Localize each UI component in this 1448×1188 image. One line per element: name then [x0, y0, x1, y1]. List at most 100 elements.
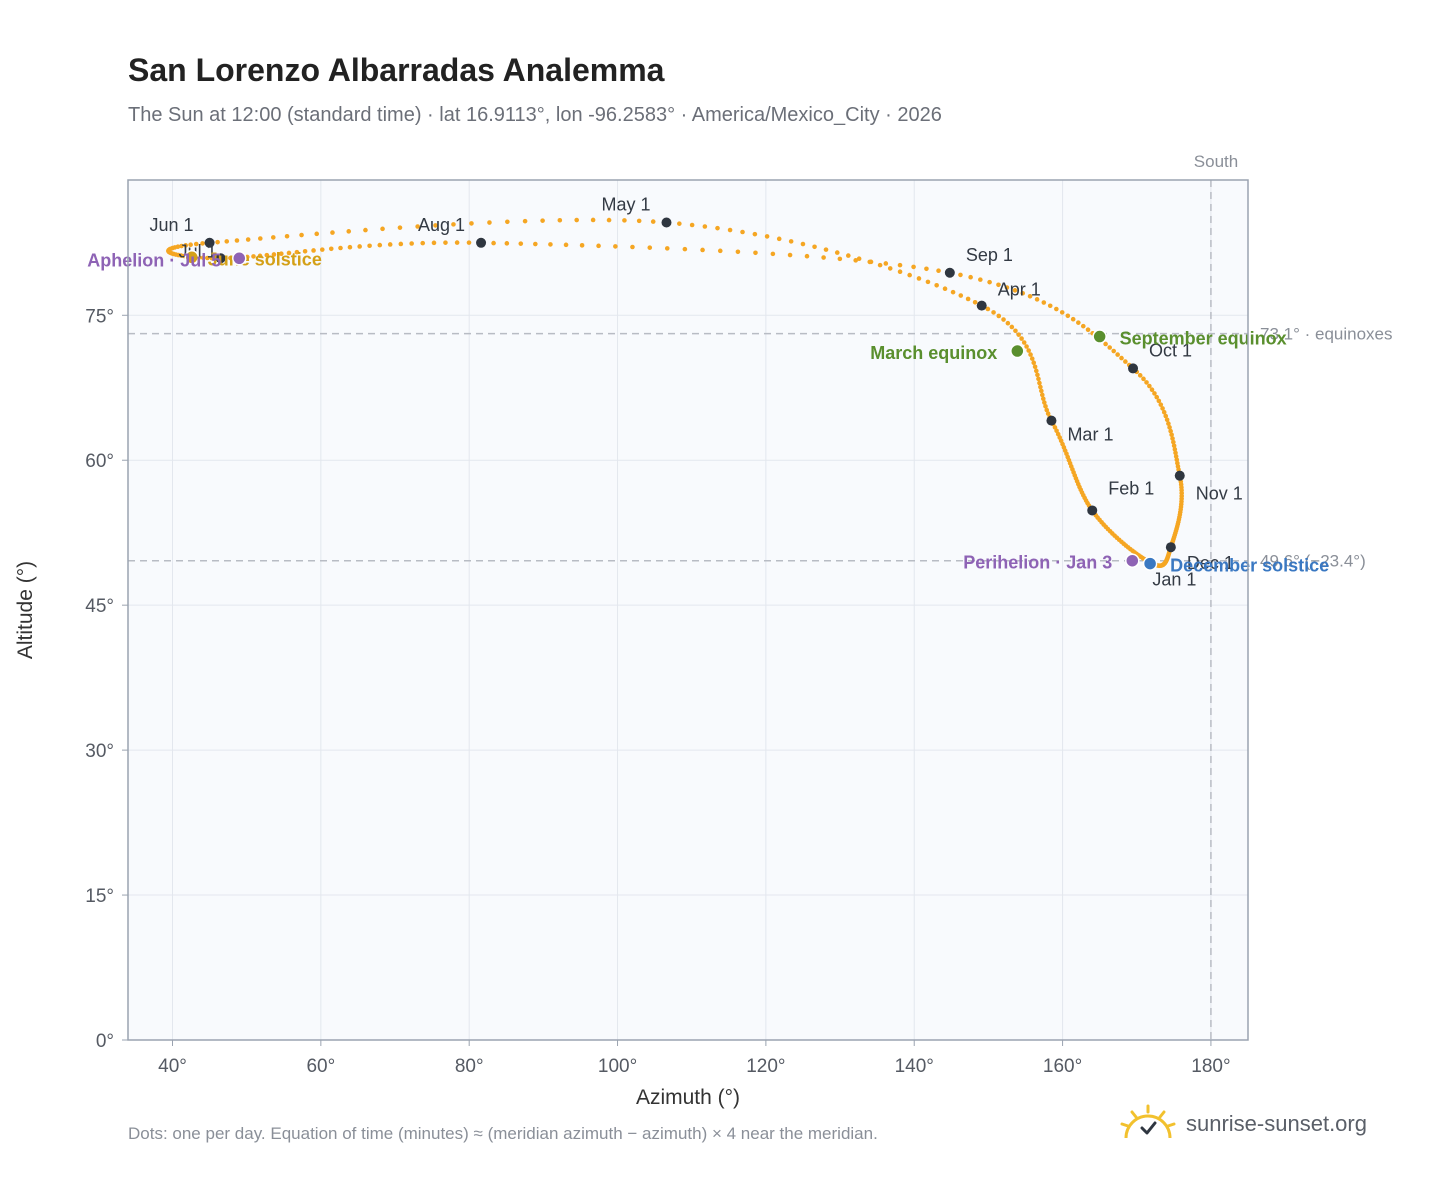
- brand-logo: sunrise-sunset.org: [1120, 1102, 1367, 1146]
- month-marker: [1046, 415, 1057, 426]
- day-dot: [314, 231, 320, 237]
- day-dot: [770, 251, 776, 257]
- day-dot: [689, 222, 695, 228]
- day-dot: [622, 218, 627, 223]
- day-dot: [1065, 313, 1071, 319]
- y-tick-label: 15°: [85, 886, 114, 907]
- day-dot: [650, 219, 656, 224]
- y-tick-label: 60°: [85, 451, 114, 472]
- month-marker: [976, 300, 987, 311]
- day-dot: [270, 235, 276, 240]
- event-label: December solstice: [1170, 556, 1329, 576]
- day-dot: [1144, 380, 1149, 385]
- month-marker: [1174, 470, 1185, 481]
- day-dot: [387, 242, 393, 247]
- day-dot: [1172, 447, 1178, 452]
- day-dot: [1028, 352, 1033, 357]
- day-dot: [245, 237, 251, 242]
- day-dot: [1035, 372, 1040, 378]
- south-label: South: [1194, 152, 1238, 171]
- day-dot: [1026, 348, 1031, 353]
- day-dot: [1166, 421, 1171, 426]
- sun-check-icon: [1120, 1104, 1176, 1139]
- day-dot: [700, 247, 705, 253]
- event-label: June solstice: [208, 249, 322, 269]
- day-dot: [752, 231, 758, 237]
- day-dot: [647, 245, 653, 250]
- day-dot: [1019, 336, 1024, 341]
- y-axis-title: Altitude (°): [14, 561, 37, 659]
- day-dot: [804, 253, 810, 259]
- day-dot: [286, 250, 292, 256]
- day-dot: [548, 242, 553, 247]
- day-dot: [1168, 428, 1173, 434]
- day-dot: [1171, 443, 1177, 449]
- day-dot: [877, 262, 883, 268]
- month-label: Apr 1: [998, 280, 1041, 300]
- x-tick-label: 120°: [746, 1056, 785, 1077]
- brand-name: sunrise-sunset.org: [1186, 1111, 1367, 1136]
- day-dot: [205, 255, 210, 261]
- day-dot: [1123, 359, 1128, 364]
- month-label: Jan 1: [1152, 570, 1196, 590]
- day-dot: [1024, 344, 1029, 349]
- event-marker: [1142, 556, 1158, 571]
- day-dot: [1029, 356, 1035, 361]
- day-dot: [505, 219, 510, 225]
- day-dot: [897, 269, 903, 275]
- day-dot: [433, 223, 438, 228]
- day-dot: [636, 218, 642, 224]
- day-dot: [1170, 436, 1175, 441]
- month-marker: [1128, 363, 1139, 374]
- day-dot: [338, 245, 343, 251]
- chart-subtitle: The Sun at 12:00 (standard time) · lat 1…: [128, 104, 942, 126]
- day-dot: [1169, 432, 1174, 438]
- day-dot: [1052, 425, 1058, 430]
- day-dot: [257, 236, 263, 241]
- day-dot: [557, 217, 563, 223]
- day-dot: [1085, 327, 1091, 333]
- day-dot: [1147, 383, 1152, 389]
- month-label: Mar 1: [1067, 425, 1113, 445]
- day-dot: [1167, 425, 1172, 430]
- day-dot: [469, 221, 474, 226]
- day-dot: [1043, 403, 1048, 409]
- day-dot: [1038, 384, 1043, 390]
- reference-lines: 73.1° · equinoxes 49.6° (−23.4°): [128, 180, 1393, 1040]
- day-dot: [934, 283, 939, 288]
- day-dot: [299, 232, 304, 238]
- footnote: Dots: one per day. Equation of time (min…: [128, 1124, 878, 1143]
- day-dot: [363, 227, 368, 233]
- day-dot: [251, 254, 256, 259]
- plot-area: [128, 180, 1248, 1040]
- day-dot: [613, 244, 618, 249]
- day-dot: [183, 243, 189, 248]
- day-dot: [1115, 352, 1120, 357]
- day-dot: [1044, 407, 1050, 413]
- day-dot: [1059, 310, 1065, 315]
- day-dot: [451, 222, 456, 227]
- x-tick-label: 140°: [895, 1056, 934, 1077]
- day-dot: [1156, 398, 1162, 404]
- month-label: Nov 1: [1196, 484, 1243, 504]
- y-tick-label: 45°: [85, 596, 114, 617]
- day-dot: [518, 241, 524, 246]
- month-label: Dec 1: [1187, 553, 1234, 573]
- x-axis-title: Azimuth (°): [636, 1086, 740, 1109]
- y-tick-label: 75°: [85, 306, 114, 327]
- axis-ticks: 40° 60° 80° 100° 120° 140° 160° 180° 0° 15° 30° 45°…: [85, 306, 1230, 1077]
- day-dot: [409, 241, 414, 246]
- month-marker: [1165, 542, 1176, 553]
- day-dot: [897, 262, 903, 268]
- day-dot: [491, 240, 496, 246]
- day-dot: [590, 217, 596, 223]
- day-dot: [1141, 376, 1146, 382]
- month-label: Oct 1: [1149, 340, 1192, 360]
- day-dot: [1137, 373, 1143, 378]
- day-dot: [271, 252, 277, 257]
- day-dot: [415, 224, 420, 229]
- day-dot: [925, 279, 931, 285]
- month-label: Jun 1: [150, 215, 194, 235]
- day-dot: [1031, 360, 1037, 365]
- day-dot: [1173, 450, 1178, 456]
